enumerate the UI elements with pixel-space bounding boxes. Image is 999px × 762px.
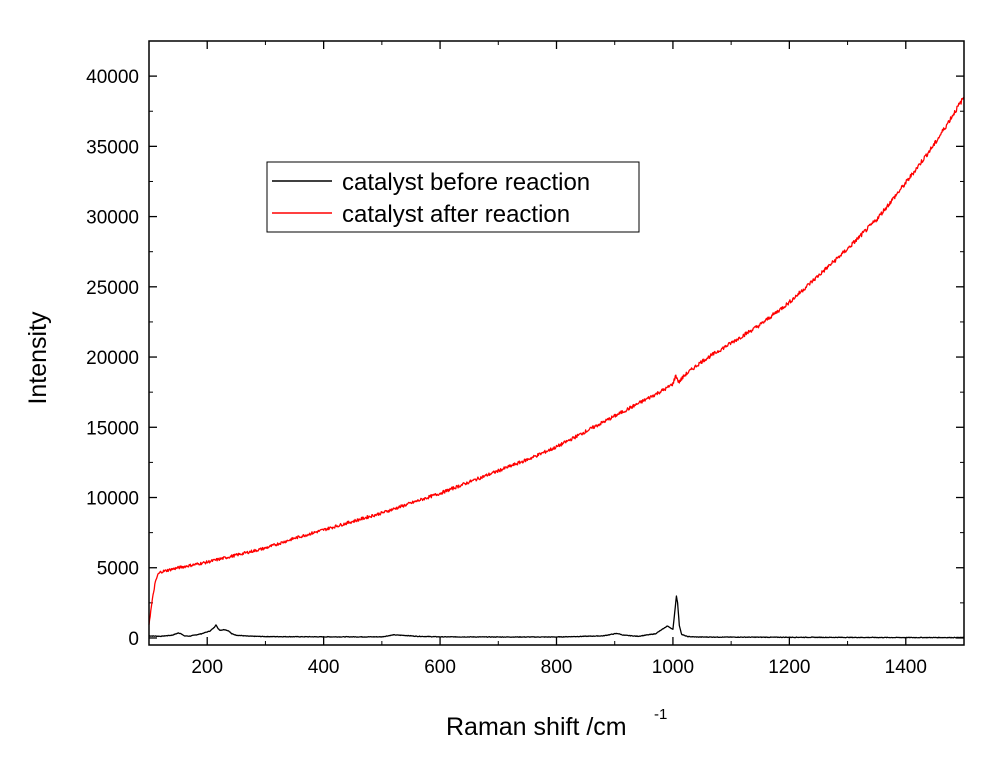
legend-label-after: catalyst after reaction bbox=[342, 201, 570, 228]
y-tick-label: 5000 bbox=[97, 559, 139, 580]
x-tick-label: 400 bbox=[308, 657, 340, 678]
y-tick-label: 20000 bbox=[86, 348, 139, 369]
legend: catalyst before reaction catalyst after … bbox=[266, 161, 640, 233]
y-tick-label: 10000 bbox=[86, 489, 139, 510]
x-axis-title-superscript: -1 bbox=[654, 706, 667, 723]
x-tick-label: 600 bbox=[424, 657, 456, 678]
y-tick-label: 15000 bbox=[86, 418, 139, 439]
y-tick-label: 40000 bbox=[86, 67, 139, 88]
y-tick-labels: 0 5000 10000 15000 20000 25000 30000 35000 40000 bbox=[86, 67, 139, 650]
plot-frame bbox=[148, 40, 965, 646]
x-tick-label: 1200 bbox=[768, 657, 810, 678]
legend-box bbox=[266, 161, 640, 233]
plot-lines bbox=[148, 96, 965, 639]
y-tick-label: 30000 bbox=[86, 208, 139, 229]
y-axis-title: Intensity bbox=[24, 311, 52, 405]
x-tick-label: 800 bbox=[541, 657, 573, 678]
x-axis-title: Raman shift /cm bbox=[446, 713, 627, 741]
series-line-catalyst-before-reaction bbox=[148, 595, 965, 639]
x-tick-label: 200 bbox=[191, 657, 223, 678]
y-tick-label: 25000 bbox=[86, 278, 139, 299]
x-tick-labels: 200 400 600 800 1000 1200 1400 bbox=[191, 657, 927, 678]
axis-ticks bbox=[149, 41, 965, 645]
x-tick-label: 1000 bbox=[652, 657, 694, 678]
x-tick-label: 1400 bbox=[885, 657, 927, 678]
y-tick-label: 35000 bbox=[86, 137, 139, 158]
series-line-catalyst-after-reaction bbox=[148, 96, 965, 625]
y-tick-label: 0 bbox=[128, 629, 139, 650]
legend-label-before: catalyst before reaction bbox=[342, 169, 590, 196]
